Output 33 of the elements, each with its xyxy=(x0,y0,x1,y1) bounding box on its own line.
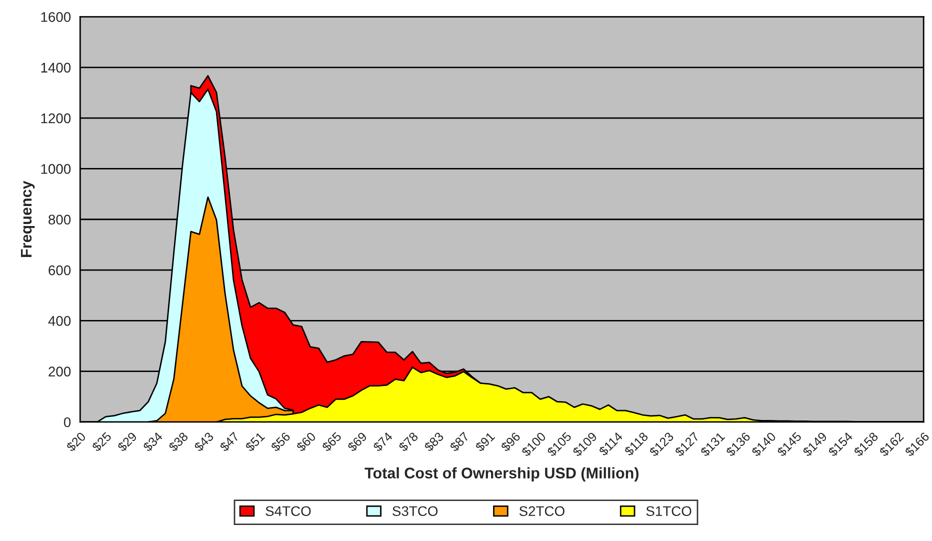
x-tick-label: $20 xyxy=(65,431,87,453)
x-tick-label: $83 xyxy=(423,431,445,453)
y-tick-label: 800 xyxy=(48,214,71,225)
x-tick-label: $91 xyxy=(474,431,496,453)
legend-label: S3TCO xyxy=(392,506,438,516)
legend-label: S2TCO xyxy=(519,506,564,516)
y-tick-label: 1000 xyxy=(41,164,71,174)
x-tick-label: $38 xyxy=(168,431,190,453)
legend-label: S1TCO xyxy=(646,506,692,516)
x-tick-label: $43 xyxy=(193,431,215,453)
x-tick-label: $56 xyxy=(270,431,292,453)
x-tick-label: $34 xyxy=(142,431,164,453)
x-tick-label: $78 xyxy=(398,431,420,453)
y-tick-label: 600 xyxy=(48,265,71,276)
x-tick-label: $25 xyxy=(90,431,112,453)
x-tick-label: $47 xyxy=(218,431,240,453)
x-tick-label: $60 xyxy=(295,431,317,453)
y-tick-label: 200 xyxy=(48,366,71,376)
y-tick-label: 400 xyxy=(48,316,71,326)
y-tick-label: 1400 xyxy=(41,62,71,73)
y-axis-title: Frequency xyxy=(20,180,35,257)
legend-label: S4TCO xyxy=(266,506,311,516)
y-tick-label: 1600 xyxy=(41,12,71,22)
y-tick-label: 1200 xyxy=(41,113,71,124)
x-tick-label: $51 xyxy=(244,431,266,453)
x-tick-label: $96 xyxy=(500,431,522,453)
x-axis-title: Total Cost of Ownership USD (Million) xyxy=(364,467,638,482)
x-tick-label: $65 xyxy=(320,431,342,453)
x-tick-label: $74 xyxy=(372,431,394,453)
y-tick-label: 0 xyxy=(64,417,71,428)
x-tick-label: $29 xyxy=(116,431,138,453)
x-tick-label: $87 xyxy=(448,431,470,453)
x-tick-label: $69 xyxy=(346,431,368,453)
